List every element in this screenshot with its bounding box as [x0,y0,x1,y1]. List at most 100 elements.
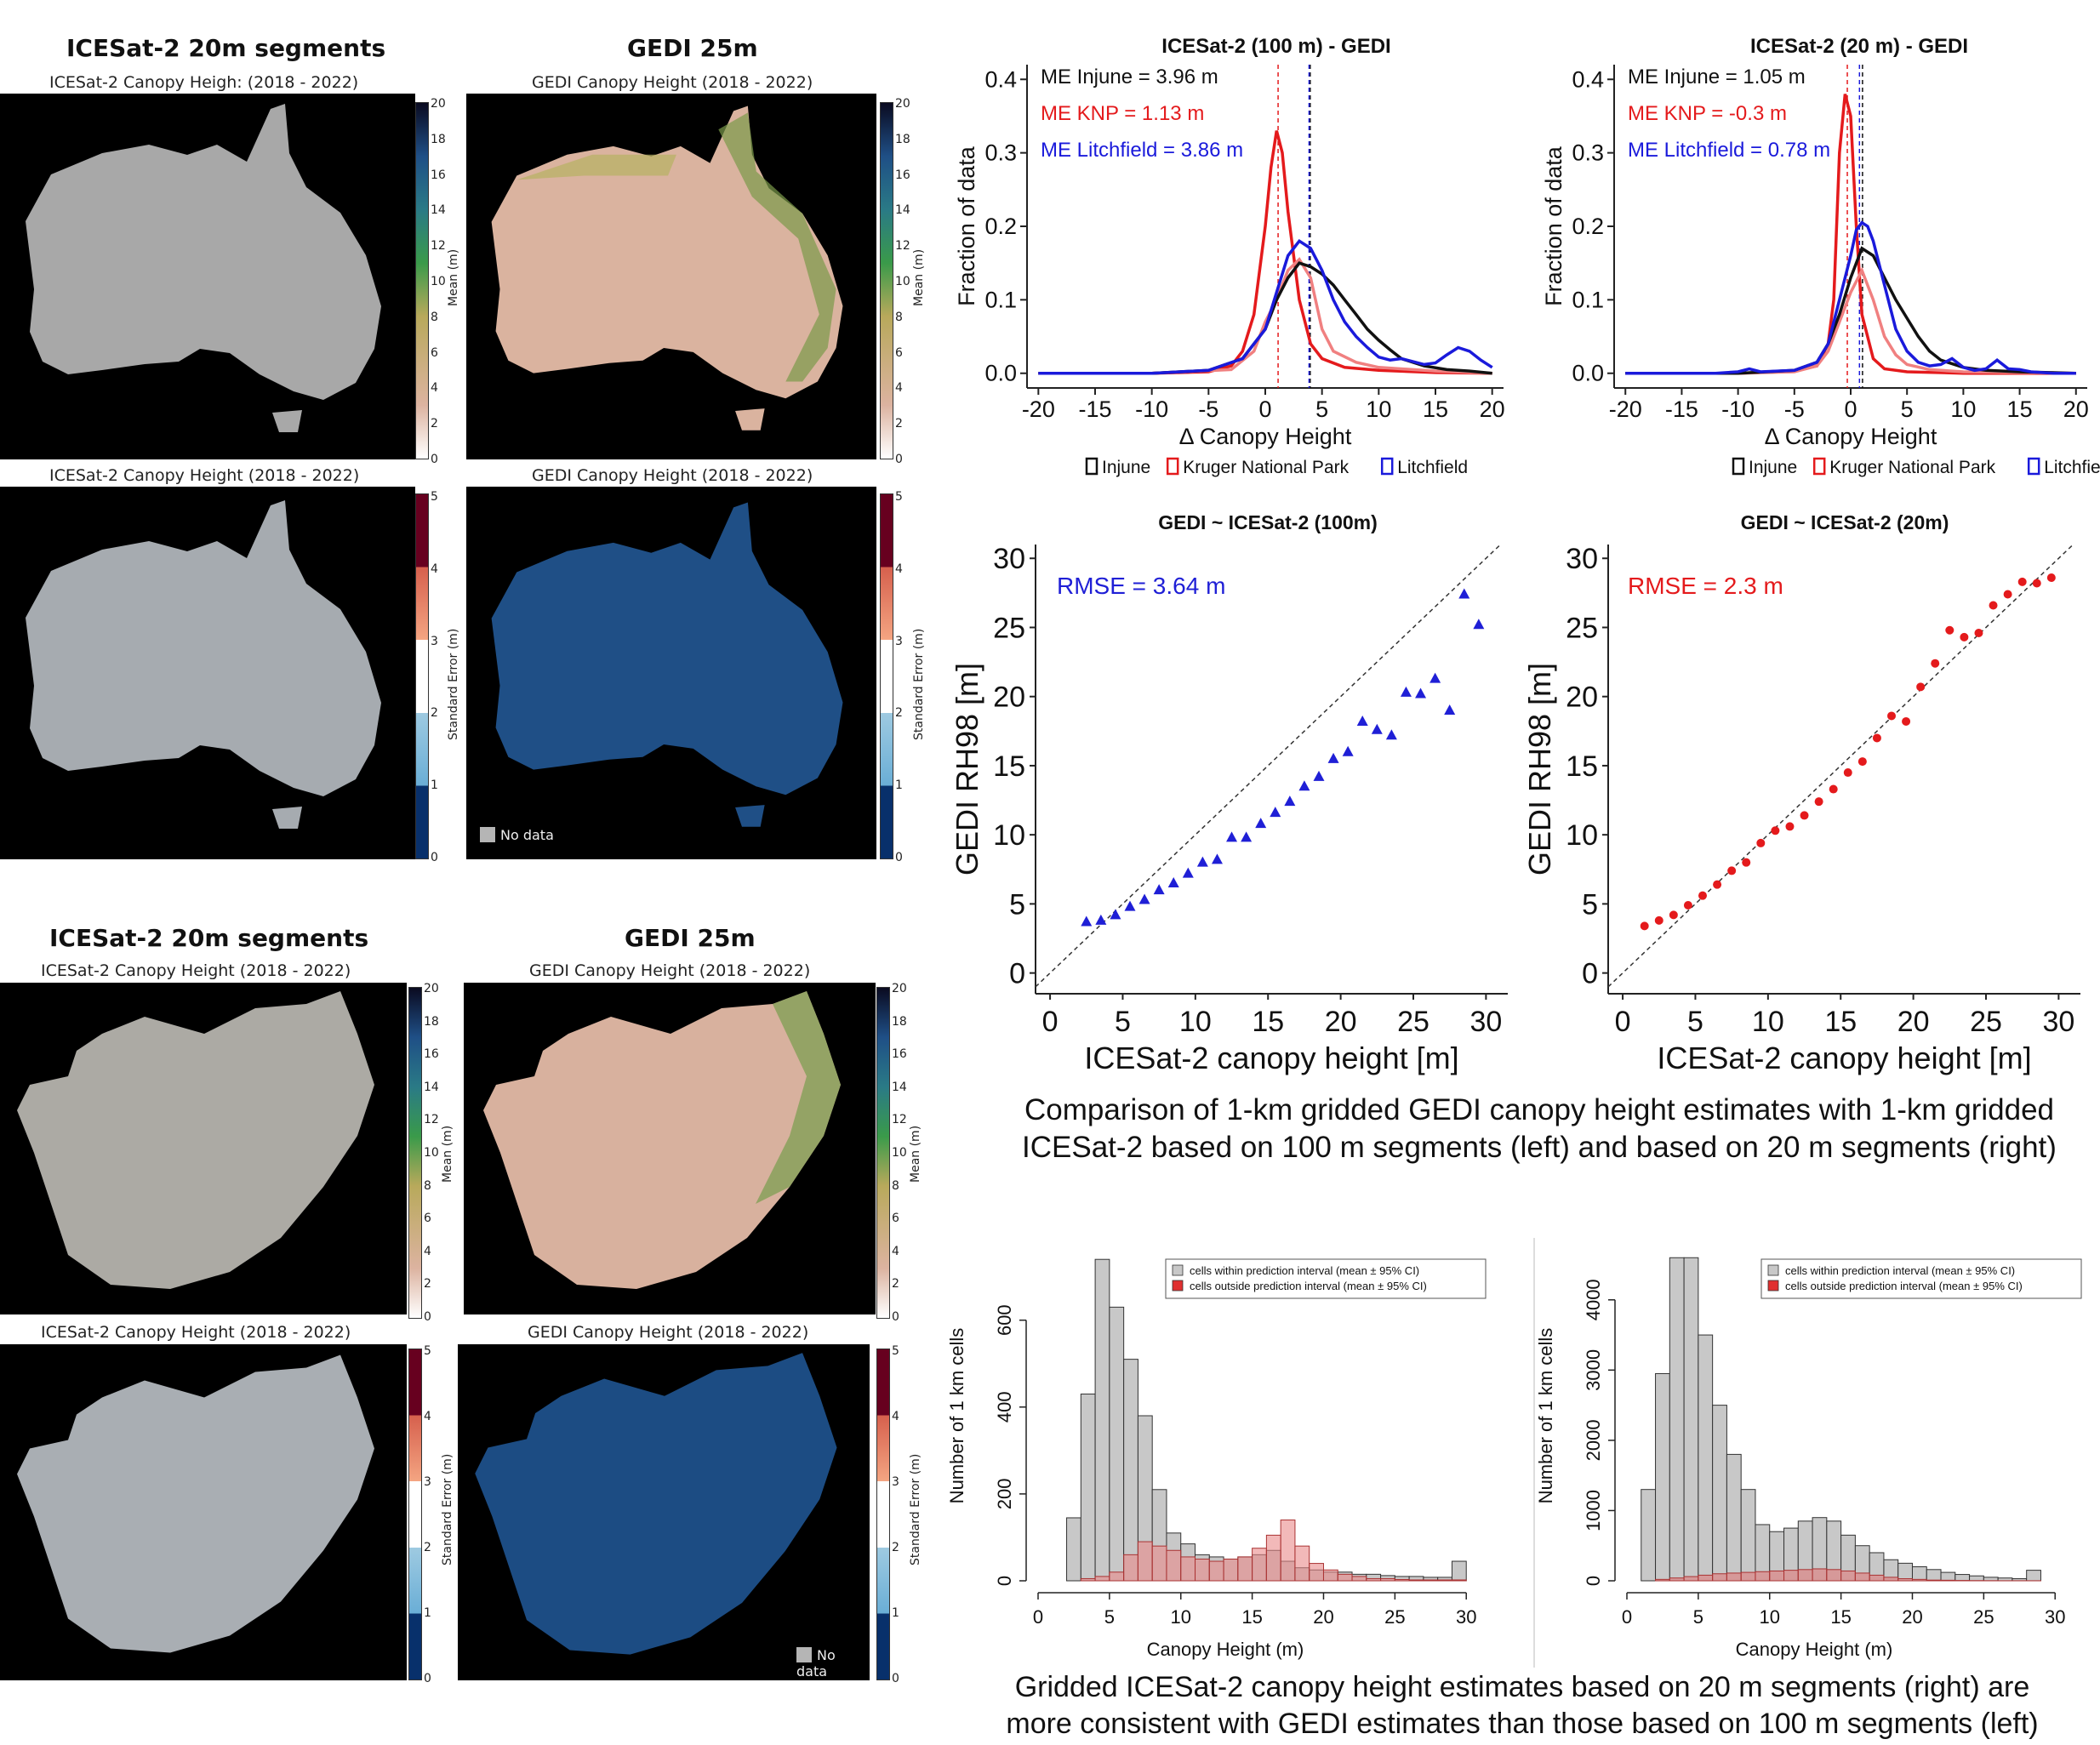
map-australia-icesat-se [0,487,415,859]
legend-label: Kruger National Park [1183,458,1349,477]
legend-swatch [1172,1264,1184,1276]
data-point [1771,826,1780,835]
histogram-bar-outside [1252,1548,1267,1582]
x-tick-label: 10 [1950,396,1976,422]
colorbar-tick-label: 4 [892,1244,899,1258]
south-africa-landmass [17,991,374,1289]
legend-swatch [1767,1280,1779,1292]
se-colorbar [408,1349,422,1680]
histogram-bar-within [1641,1489,1657,1582]
y-tick-label: 10 [1566,819,1598,852]
colorbar-tick-label: 4 [895,381,903,396]
histogram-bar-outside [1166,1549,1182,1582]
x-axis-label: Δ Canopy Height [1179,424,1352,449]
colorbar-tick-label: 8 [431,310,438,324]
histogram-bar-outside [1854,1572,1870,1582]
x-tick-label: 10 [1179,1006,1212,1038]
x-tick-label: 20 [2063,396,2089,422]
mean-colorbar [880,102,893,459]
colorbar-tick-label: 2 [431,417,438,431]
data-point [2046,573,2056,582]
south-africa-landmass [17,1354,374,1653]
histogram-bar-outside [1223,1558,1239,1582]
histogram-bar-outside [1712,1573,1727,1582]
data-point [1167,877,1179,888]
series-line [1038,261,1492,375]
histogram-bar-outside [1423,1579,1439,1582]
histogram-bar-outside [1322,1569,1338,1582]
legend-box [1760,1258,2082,1299]
y-tick-label: 0 [994,1576,1015,1586]
colorbar-tick-label: 18 [424,1014,439,1029]
histogram-bar-within [1897,1562,1913,1582]
map-sa-icesat-mean [0,983,407,1314]
data-point [1226,831,1238,842]
histogram-bar-within [2026,1570,2041,1582]
y-tick-label: 200 [994,1479,1015,1510]
histogram-bar-outside [1094,1576,1110,1582]
x-tick-label: 25 [1397,1006,1429,1038]
south-africa-landmass [475,1353,837,1655]
histogram-bar-within [1954,1574,1971,1582]
histogram-bar-outside [1812,1568,1828,1582]
histogram-bar-within [1080,1393,1096,1582]
data-point [1415,687,1427,699]
chart-title: ICESat-2 (100 m) - GEDI [1161,35,1390,58]
x-tick-label: 30 [2042,1006,2074,1038]
data-point [1342,745,1354,756]
colorbar-tick-label: 20 [892,982,907,995]
histogram-bar-within [1712,1405,1727,1582]
y-tick-label: 0.3 [1572,140,1604,166]
x-tick-label: -10 [1135,396,1168,422]
x-tick-label: 15 [1252,1006,1284,1038]
y-axis-label: Number of 1 km cells [1535,1328,1556,1504]
data-point [1916,682,1926,692]
data-point [1742,858,1751,867]
y-tick-label: 0.1 [984,287,1017,312]
data-point [1473,619,1485,630]
colorbar-tick-label: 6 [895,345,903,360]
histogram-bar-outside [1080,1577,1096,1582]
histogram-bar-outside [1294,1545,1310,1582]
x-tick-label: 0 [1258,396,1271,422]
y-tick-label: 2000 [1583,1419,1604,1461]
colorbar-tick-label: 0 [892,1310,899,1324]
data-point [1284,796,1296,807]
data-point [1241,831,1253,842]
colorbar-tick-label: 3 [431,634,438,648]
y-tick-label: 10 [993,819,1025,852]
data-point [1683,901,1692,910]
x-tick-label: 10 [1759,1606,1779,1628]
x-tick-label: -20 [1609,396,1642,422]
data-point [1182,867,1194,878]
x-tick-label: 10 [1366,396,1391,422]
histogram-bar-outside [1769,1570,1785,1582]
histogram-bar-within [1683,1257,1699,1582]
histogram-bar-within [1655,1372,1670,1582]
legend-label: cells outside prediction interval (mean … [1785,1280,2023,1292]
map-sa-gedi-se: No data [458,1344,870,1680]
histogram-bar-within [1926,1569,1942,1582]
chart-title: ICESat-2 (20 m) - GEDI [1750,35,1968,58]
sa-se-gedi-subtitle: GEDI Canopy Height (2018 - 2022) [528,1323,809,1342]
data-point [1887,711,1896,721]
histogram-bar-outside [1366,1577,1382,1582]
data-point [1669,910,1678,920]
colorbar-tick-label: 1 [892,1606,899,1620]
data-point [1960,632,1969,642]
colorbar-tick-label: 18 [892,1014,907,1029]
data-point [1095,914,1107,925]
sa-se-icesat-subtitle: ICESat-2 Canopy Height (2018 - 2022) [41,1323,351,1342]
map-sa-icesat-se [0,1344,407,1680]
y-axis-label: GEDI RH98 [m] [950,663,984,875]
colorbar-tick-label: 0 [431,453,438,466]
y-tick-label: 3000 [1583,1349,1604,1391]
colorbar-tick-label: 18 [431,132,446,146]
scatter-caption: Comparison of 1-km gridded GEDI canopy h… [1022,1093,2057,1164]
series-line [1038,257,1492,375]
data-point [2017,577,2027,586]
y-tick-label: 5 [1009,888,1025,921]
colorbar-tick-label: 4 [895,562,903,576]
data-point [2032,579,2041,588]
y-tick-label: 20 [993,681,1025,714]
